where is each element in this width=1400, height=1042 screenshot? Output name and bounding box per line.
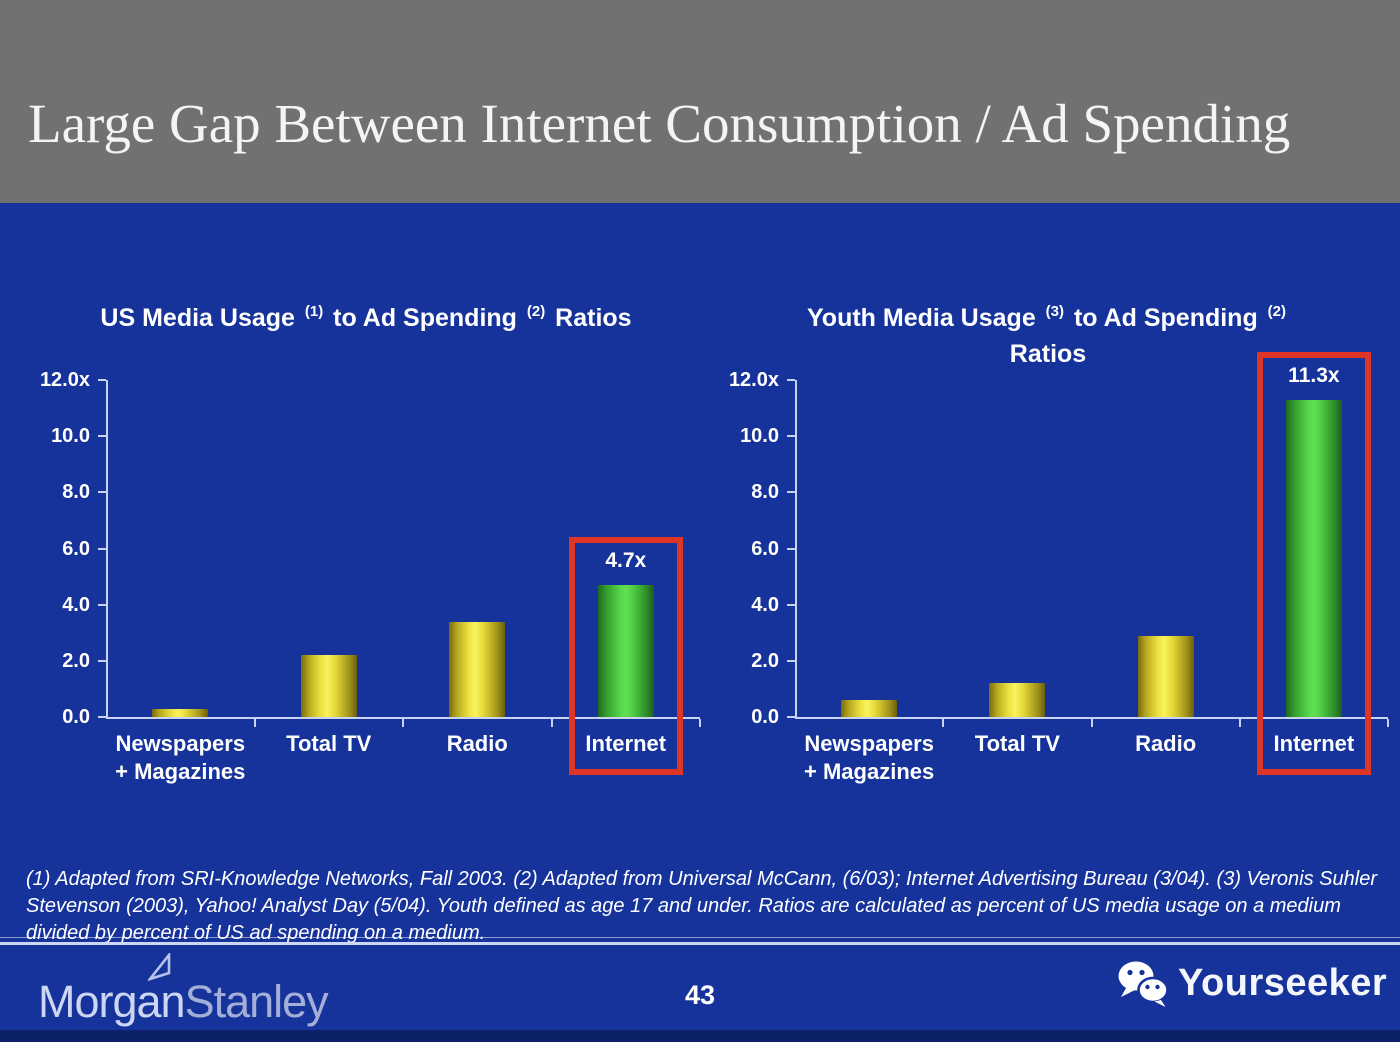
chart-title: US Media Usage (1) to Ad Spending (2) Ra… (26, 294, 706, 336)
y-tick-label: 4.0 (751, 593, 779, 616)
title-superscript: (2) (526, 303, 546, 320)
bar-radio (449, 621, 506, 717)
category-label-line: Internet (585, 731, 667, 756)
wechat-icon (1118, 961, 1169, 1007)
bar-internet (1285, 399, 1342, 717)
category-label-radio: Radio (389, 730, 565, 758)
category-label-newspapers-magazines: Newspapers + Magazines (781, 730, 957, 786)
category-label-newspapers-magazines: Newspapers + Magazines (92, 730, 268, 786)
y-axis-line (795, 380, 797, 719)
y-tick-mark (98, 659, 106, 662)
slide-title: Large Gap Between Internet Consumption /… (28, 93, 1291, 154)
category-label-line: Radio (446, 731, 508, 756)
y-tick-mark (787, 603, 795, 606)
title-superscript: (1) (304, 303, 324, 320)
y-tick-label: 6.0 (751, 537, 779, 560)
y-tick-mark (787, 379, 795, 381)
y-tick-mark (787, 491, 795, 494)
y-tick-label: 0.0 (62, 706, 90, 728)
y-tick-mark (787, 435, 795, 438)
x-tick-mark (1387, 719, 1389, 727)
title-text: to Ad Spending (1067, 304, 1265, 332)
yourseeker-label: Yourseeker (1178, 962, 1388, 1004)
chart-title: Youth Media Usage (3) to Ad Spending (2)… (708, 294, 1388, 372)
category-label-internet: Internet (538, 730, 714, 758)
category-label-line: + Magazines (115, 759, 246, 784)
x-tick-mark (550, 719, 553, 727)
y-tick-mark (98, 603, 106, 606)
title-text: Youth Media Usage (806, 304, 1043, 332)
footer-separator-thin (0, 937, 1400, 938)
y-tick-mark (98, 491, 106, 494)
title-superscript: (2) (1267, 303, 1287, 320)
title-text: Ratios (548, 304, 632, 332)
y-tick-label: 2.0 (751, 649, 779, 672)
y-tick-label: 8.0 (62, 481, 90, 504)
bar-newspapers-magazines (152, 708, 209, 717)
x-tick-mark (402, 719, 404, 727)
x-tick-mark (1238, 719, 1241, 727)
y-tick-label: 2.0 (62, 649, 90, 672)
highlight-box (568, 537, 683, 775)
category-label-line: Newspapers (804, 731, 934, 756)
y-tick-label: 10.0 (51, 425, 90, 448)
bottom-strip (0, 1030, 1400, 1042)
y-tick-label: 4.0 (62, 593, 90, 616)
x-axis-line (106, 717, 700, 719)
y-tick-mark (98, 435, 106, 438)
bar-total-tv (300, 655, 357, 717)
bar-newspapers-magazines (841, 700, 898, 717)
bar-value-label: 11.3x (1288, 363, 1340, 387)
y-tick-mark (98, 547, 106, 550)
y-axis-line (106, 380, 108, 719)
y-tick-mark (98, 379, 106, 381)
highlight-box (1256, 351, 1371, 775)
y-tick-label: 10.0 (740, 425, 779, 448)
title-text: Ratios (1009, 340, 1087, 368)
y-tick-label: 8.0 (751, 481, 779, 504)
y-tick-mark (787, 716, 795, 718)
bar-internet (597, 585, 654, 717)
y-tick-mark (787, 659, 795, 662)
bar-value-label: 4.7x (605, 549, 647, 572)
title-text: to Ad Spending (326, 304, 524, 332)
y-tick-label: 6.0 (62, 537, 90, 560)
bar-radio (1137, 635, 1194, 717)
morgan-stanley-logo-stanley: Stanley (184, 976, 329, 1027)
category-label-internet: Internet (1226, 730, 1400, 758)
category-label-total-tv: Total TV (929, 730, 1105, 758)
page-number: 43 (684, 980, 716, 1010)
morgan-stanley-triangle-icon (148, 953, 171, 981)
category-label-radio: Radio (1078, 730, 1254, 758)
category-label-line: + Magazines (804, 759, 935, 784)
category-label-line: Total TV (286, 731, 372, 756)
x-tick-mark (942, 719, 945, 727)
y-tick-label: 12.0x (728, 369, 779, 391)
y-tick-label: 0.0 (751, 706, 779, 728)
footer-separator-bright (0, 942, 1400, 945)
morgan-stanley-logo-morgan: Morgan (38, 976, 186, 1027)
title-text: US Media Usage (100, 304, 302, 332)
title-superscript: (3) (1045, 303, 1065, 320)
x-tick-mark (1090, 719, 1093, 727)
category-label-line: Newspapers (115, 731, 246, 756)
x-tick-mark (253, 719, 256, 727)
category-label-line: Internet (1273, 731, 1355, 756)
y-tick-mark (98, 716, 106, 718)
category-label-line: Total TV (974, 731, 1060, 756)
x-tick-mark (699, 719, 701, 727)
category-label-total-tv: Total TV (241, 730, 417, 758)
slide-header-band: Large Gap Between Internet Consumption /… (0, 0, 1400, 203)
x-axis-line (795, 717, 1388, 719)
bar-total-tv (989, 683, 1046, 717)
category-label-line: Radio (1135, 731, 1197, 756)
y-tick-mark (787, 547, 795, 550)
morgan-stanley-logo: MorganStanley (38, 976, 329, 1028)
y-tick-label: 12.0x (39, 369, 90, 391)
footnote-text: (1) Adapted from SRI-Knowledge Networks,… (26, 868, 1377, 944)
